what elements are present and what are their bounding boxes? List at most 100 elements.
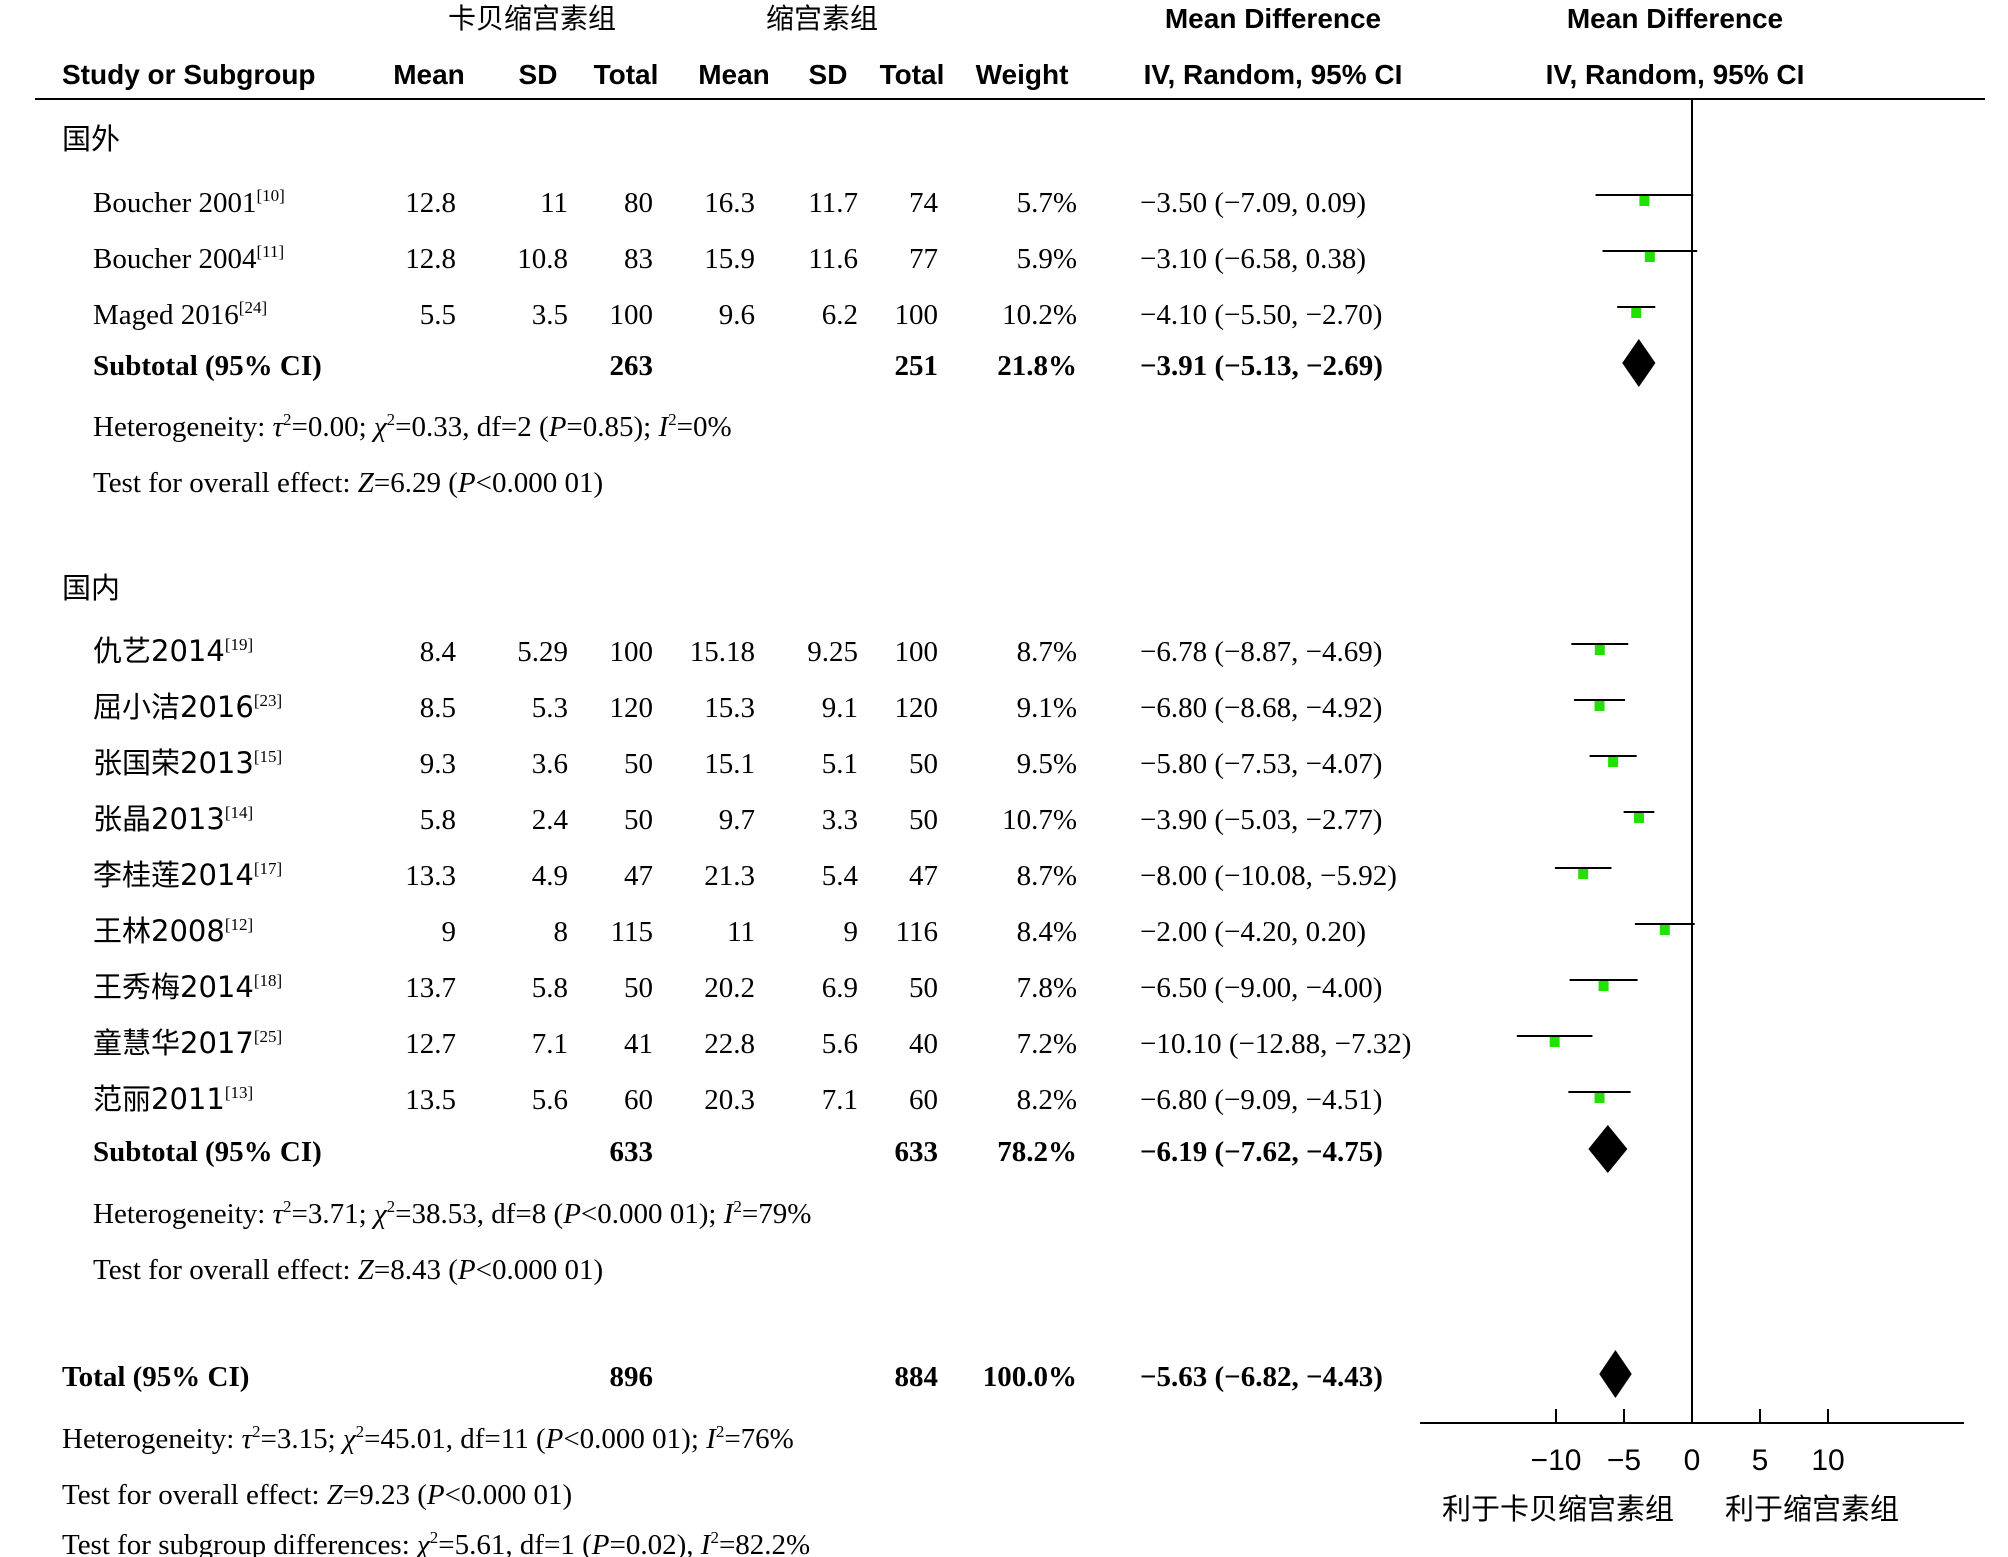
weight-cell: 9.5% [1017, 748, 1077, 780]
total-total1: 896 [610, 1361, 654, 1393]
subtotal-ci: −6.19 (−7.62, −4.75) [1140, 1136, 1383, 1168]
subgroup-differences: Test for subgroup differences: χ2=5.61, … [62, 1528, 810, 1557]
subgroup-overall-effect: Test for overall effect: Z=6.29 (P<0.000… [93, 467, 603, 499]
total1-cell: 50 [624, 748, 653, 780]
study-point [1598, 981, 1609, 991]
mean2-cell: 9.7 [719, 804, 755, 836]
weight-cell: 7.2% [1017, 1028, 1077, 1060]
weight-cell: 8.7% [1017, 636, 1077, 668]
sd1-cell: 11 [540, 187, 568, 219]
ci-cell: −2.00 (−4.20, 0.20) [1140, 916, 1366, 948]
total2-cell: 47 [909, 860, 938, 892]
study-name: Boucher 2001[10] [93, 186, 285, 219]
total2-cell: 40 [909, 1028, 938, 1060]
study-point [1659, 925, 1670, 935]
weight-cell: 5.9% [1017, 243, 1077, 275]
total-weight: 100.0% [983, 1361, 1077, 1393]
ci-cell: −3.10 (−6.58, 0.38) [1140, 243, 1366, 275]
subgroup-title: 国内 [62, 571, 120, 605]
study-column-header: Study or Subgroup [62, 59, 316, 90]
mean1-cell: 12.8 [405, 243, 456, 275]
subgroup-title: 国外 [62, 122, 120, 156]
ci-cell: −3.50 (−7.09, 0.09) [1140, 187, 1366, 219]
subtotal-weight: 21.8% [997, 350, 1077, 382]
sd2-cell: 5.6 [822, 1028, 858, 1060]
total1-cell: 50 [624, 804, 653, 836]
study-name: Boucher 2004[11] [93, 242, 284, 275]
group1-header: 卡贝缩宫素组 [448, 2, 616, 35]
mean1-cell: 13.7 [405, 972, 456, 1004]
subtotal-label: Subtotal (95% CI) [93, 1136, 322, 1168]
sd1-cell: 3.5 [532, 299, 568, 331]
total1-cell: 60 [624, 1084, 653, 1116]
mean1-cell: 12.7 [405, 1028, 456, 1060]
study-name: 屈小洁2016[23] [93, 690, 282, 724]
study-point [1549, 1037, 1560, 1047]
ci-cell: −6.50 (−9.00, −4.00) [1140, 972, 1382, 1004]
sd2-cell: 3.3 [822, 804, 858, 836]
study-name: 童慧华2017[25] [93, 1026, 282, 1060]
total1-cell: 47 [624, 860, 653, 892]
sd1-cell: 5.29 [517, 636, 568, 668]
mean2-cell: 21.3 [704, 860, 755, 892]
x-tick-label: 5 [1752, 1444, 1769, 1477]
mean2-cell: 15.18 [690, 636, 755, 668]
subtotal-total1: 263 [610, 350, 654, 382]
subgroup-heterogeneity: Heterogeneity: τ2=0.00; χ2=0.33, df=2 (P… [93, 410, 732, 443]
total1-cell: 83 [624, 243, 653, 275]
subtotal-total1: 633 [610, 1136, 654, 1168]
ci-cell: −10.10 (−12.88, −7.32) [1140, 1028, 1411, 1060]
forest-marks: −10 −5 0 5 10 利于卡贝缩宫素组 利于缩宫素组 [1420, 99, 1964, 1526]
sd2-cell: 11.6 [808, 243, 858, 275]
study-name: 范丽2011[13] [93, 1082, 253, 1116]
ci-cell: −6.78 (−8.87, −4.69) [1140, 636, 1382, 668]
total2-cell: 120 [895, 692, 939, 724]
subgroup-overall-effect: Test for overall effect: Z=8.43 (P<0.000… [93, 1254, 603, 1286]
sd1-cell: 8 [554, 916, 569, 948]
weight-cell: 7.8% [1017, 972, 1077, 1004]
mean2-cell: 22.8 [704, 1028, 755, 1060]
total1-cell: 41 [624, 1028, 653, 1060]
mean2-cell: 20.2 [704, 972, 755, 1004]
total2-cell: 100 [895, 299, 939, 331]
mean2-cell: 20.3 [704, 1084, 755, 1116]
mean1-cell: 8.4 [420, 636, 457, 668]
weight-cell: 5.7% [1017, 187, 1077, 219]
study-point [1594, 701, 1605, 711]
ci-cell: −4.10 (−5.50, −2.70) [1140, 299, 1382, 331]
study-point [1631, 308, 1642, 318]
mean2-cell: 16.3 [704, 187, 755, 219]
subtotal-ci: −3.91 (−5.13, −2.69) [1140, 350, 1383, 382]
favours-right-label: 利于缩宫素组 [1725, 1492, 1899, 1526]
total1-cell: 115 [611, 916, 653, 948]
favours-left-label: 利于卡贝缩宫素组 [1442, 1492, 1674, 1526]
weight-cell: 10.2% [1002, 299, 1077, 331]
study-point [1644, 252, 1655, 262]
mean2-cell: 15.1 [704, 748, 755, 780]
sd1-cell: 2.4 [532, 804, 569, 836]
study-point [1578, 869, 1589, 879]
weight-cell: 8.2% [1017, 1084, 1077, 1116]
sd1-cell: 10.8 [517, 243, 568, 275]
ci-cell: −8.00 (−10.08, −5.92) [1140, 860, 1397, 892]
mean2-cell: 11 [727, 916, 755, 948]
subtotal-label: Subtotal (95% CI) [93, 350, 322, 382]
ci-cell: −3.90 (−5.03, −2.77) [1140, 804, 1382, 836]
total2-cell: 50 [909, 804, 938, 836]
subtotal-total2: 633 [895, 1136, 939, 1168]
study-point [1639, 196, 1650, 206]
study-name: 王林2008[12] [93, 914, 253, 948]
sd2-cell: 5.4 [822, 860, 859, 892]
weight-header: Weight [976, 59, 1069, 90]
ci-cell: −5.80 (−7.53, −4.07) [1140, 748, 1382, 780]
weight-cell: 8.7% [1017, 860, 1077, 892]
total1-cell: 120 [610, 692, 654, 724]
x-tick-label: 0 [1684, 1444, 1701, 1477]
study-name: 张国荣2013[15] [93, 746, 282, 780]
subtotal-diamond [1622, 339, 1656, 387]
total2-cell: 100 [895, 636, 939, 668]
total2-cell: 50 [909, 972, 938, 1004]
total1-cell: 80 [624, 187, 653, 219]
subtotal-weight: 78.2% [997, 1136, 1077, 1168]
